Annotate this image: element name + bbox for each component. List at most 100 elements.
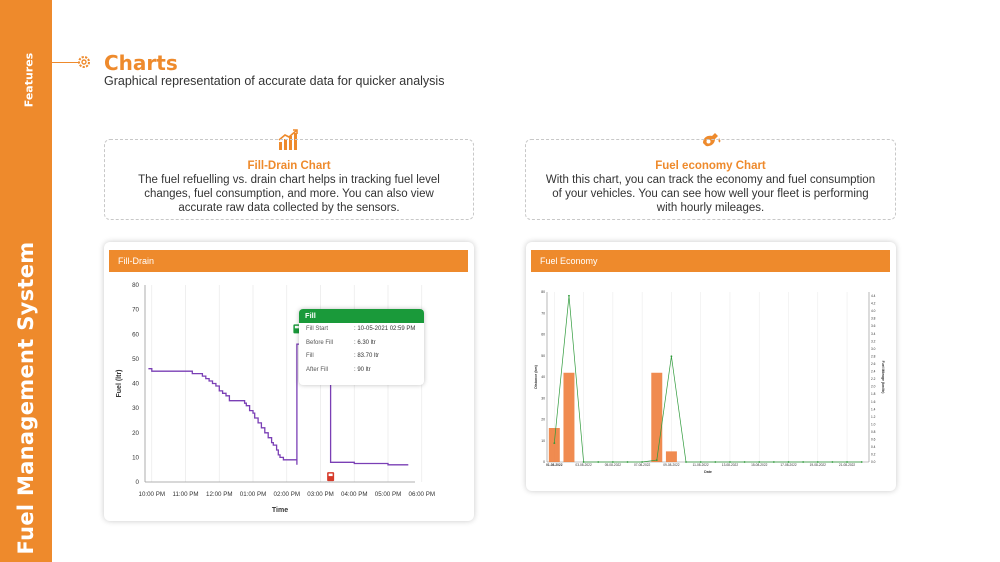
- distance-bar: [651, 372, 663, 462]
- tooltip-key: Fill Start: [306, 326, 329, 332]
- tooltip-title: Fill: [299, 309, 424, 323]
- fill-drain-description: Fill-Drain Chart The fuel refuelling vs.…: [104, 139, 474, 220]
- fuel-economy-text: With this chart, you can track the econo…: [545, 174, 876, 214]
- mileage-point: [787, 461, 790, 463]
- y-tick-label: 60: [132, 331, 139, 338]
- tooltip-value: : 83.70 ltr: [354, 353, 380, 359]
- y-tick-label: 0: [543, 460, 545, 464]
- y-tick-label: 0: [136, 479, 140, 486]
- y-tick-label: 30: [541, 396, 545, 400]
- x-tick-label: 03-08-2022: [575, 463, 592, 467]
- mileage-point: [729, 461, 731, 463]
- mileage-point: [699, 461, 702, 463]
- tooltip-key: After Fill: [306, 366, 329, 373]
- x-axis-title: Time: [272, 507, 288, 514]
- tooltip-value: : 90 ltr: [354, 366, 371, 373]
- page-title: Charts: [104, 51, 178, 75]
- x-tick-label: 05-08-2022: [605, 463, 622, 467]
- x-tick-label: 13-08-2022: [722, 463, 739, 467]
- mileage-point: [641, 461, 644, 463]
- y2-tick-label: 4.0: [871, 309, 876, 313]
- x-tick-label: 09-08-2022: [663, 463, 680, 467]
- y-tick-label: 60: [541, 333, 545, 337]
- mileage-point: [568, 294, 570, 297]
- mileage-point: [860, 461, 863, 463]
- y2-tick-label: 3.6: [871, 324, 876, 328]
- y-axis-title: Fuel (ltr): [116, 370, 123, 398]
- mileage-point: [611, 461, 614, 463]
- distance-bar: [665, 451, 677, 462]
- y2-tick-label: 2.4: [871, 370, 876, 374]
- fill-drain-header: Fill-Drain: [109, 250, 468, 272]
- x-tick-label: 12:00 PM: [206, 491, 232, 498]
- y-tick-label: 10: [541, 439, 545, 443]
- tooltip-value: : 6.30 ltr: [354, 339, 376, 346]
- mileage-line: [553, 295, 862, 463]
- y2-tick-label: 2.8: [871, 354, 876, 358]
- x-tick-label: 01:00 PM: [240, 491, 266, 498]
- mileage-point: [743, 461, 746, 463]
- y2-tick-label: 3.2: [871, 339, 876, 343]
- y-tick-label: 80: [541, 290, 545, 294]
- mileage-point: [846, 461, 848, 463]
- x-tick-label: 05:00 PM: [375, 491, 401, 498]
- bar-chart-icon: [278, 129, 298, 150]
- y2-tick-label: 1.0: [871, 422, 876, 426]
- y-tick-label: 10: [132, 454, 139, 461]
- mileage-point: [626, 461, 629, 463]
- tooltip-row: Fill Start : 10-05-2021 02:59 PM: [299, 323, 424, 337]
- fuel-economy-description: Fuel economy Chart With this chart, you …: [525, 139, 896, 220]
- tooltip-key: Fill: [306, 353, 314, 359]
- mileage-point: [758, 461, 761, 463]
- x-axis-title: Date: [704, 470, 712, 474]
- mileage-point: [714, 461, 717, 463]
- tooltip-row: After Fill : 90 ltr: [299, 364, 424, 378]
- x-tick-label: 19-08-2022: [810, 463, 827, 467]
- y2-tick-label: 1.4: [871, 407, 876, 411]
- x-tick-label: 15-08-2022: [751, 463, 768, 467]
- header-rule: [52, 62, 78, 63]
- distance-bar: [548, 428, 560, 462]
- tooltip-row: Fill : 83.70 ltr: [299, 350, 424, 364]
- product-name: Fuel Management System: [14, 241, 38, 555]
- x-tick-label: 21-08-2022: [839, 463, 856, 467]
- distance-bar: [563, 372, 575, 462]
- tooltip-key: Before Fill: [306, 339, 334, 346]
- y-tick-label: 80: [132, 282, 139, 289]
- mileage-point: [553, 442, 556, 445]
- mileage-point: [670, 355, 673, 358]
- y2-tick-label: 1.8: [871, 392, 876, 396]
- fill-tooltip: Fill Fill Start : 10-05-2021 02:59 PM Bef…: [299, 309, 424, 385]
- mileage-point: [582, 461, 585, 463]
- y-tick-label: 30: [132, 405, 139, 412]
- x-tick-label: 11:00 PM: [172, 491, 198, 498]
- gear-icon: [78, 56, 90, 68]
- y2-tick-label: 1.2: [871, 415, 876, 419]
- y2-axis-title: Fuel Mileage (km/ltr): [881, 361, 885, 394]
- y2-tick-label: 3.4: [871, 332, 876, 336]
- fill-drain-chart: 10:00 PM 11:00 PM 12:00 PM 01:00 PM 02:00 PM…: [116, 282, 435, 514]
- y-tick-label: 70: [132, 307, 139, 314]
- tooltip-value: : 10-05-2021 02:59 PM: [354, 326, 416, 332]
- y2-tick-label: 1.6: [871, 400, 876, 404]
- x-tick-label: 03:00 PM: [307, 491, 333, 498]
- drain-event-icon: [327, 472, 335, 482]
- mileage-point: [816, 461, 819, 463]
- fill-drain-title: Fill-Drain Chart: [247, 160, 331, 172]
- mileage-point: [802, 461, 805, 463]
- y2-tick-label: 2.2: [871, 377, 876, 381]
- fuel-economy-header: Fuel Economy: [531, 250, 890, 272]
- y-tick-label: 40: [132, 381, 139, 388]
- y2-tick-label: 3.0: [871, 347, 876, 351]
- fuel-economy-card: [526, 242, 896, 491]
- y2-tick-label: 4.2: [871, 302, 876, 306]
- mileage-point: [831, 461, 834, 463]
- x-tick-label: 06:00 PM: [409, 491, 435, 498]
- y-tick-label: 20: [541, 418, 545, 422]
- y2-tick-label: 2.6: [871, 362, 876, 366]
- y2-tick-label: 0.4: [871, 445, 876, 449]
- x-tick-label: 04:00 PM: [341, 491, 367, 498]
- mileage-point: [772, 461, 775, 463]
- y-tick-label: 40: [541, 375, 545, 379]
- y-tick-label: 50: [132, 356, 139, 363]
